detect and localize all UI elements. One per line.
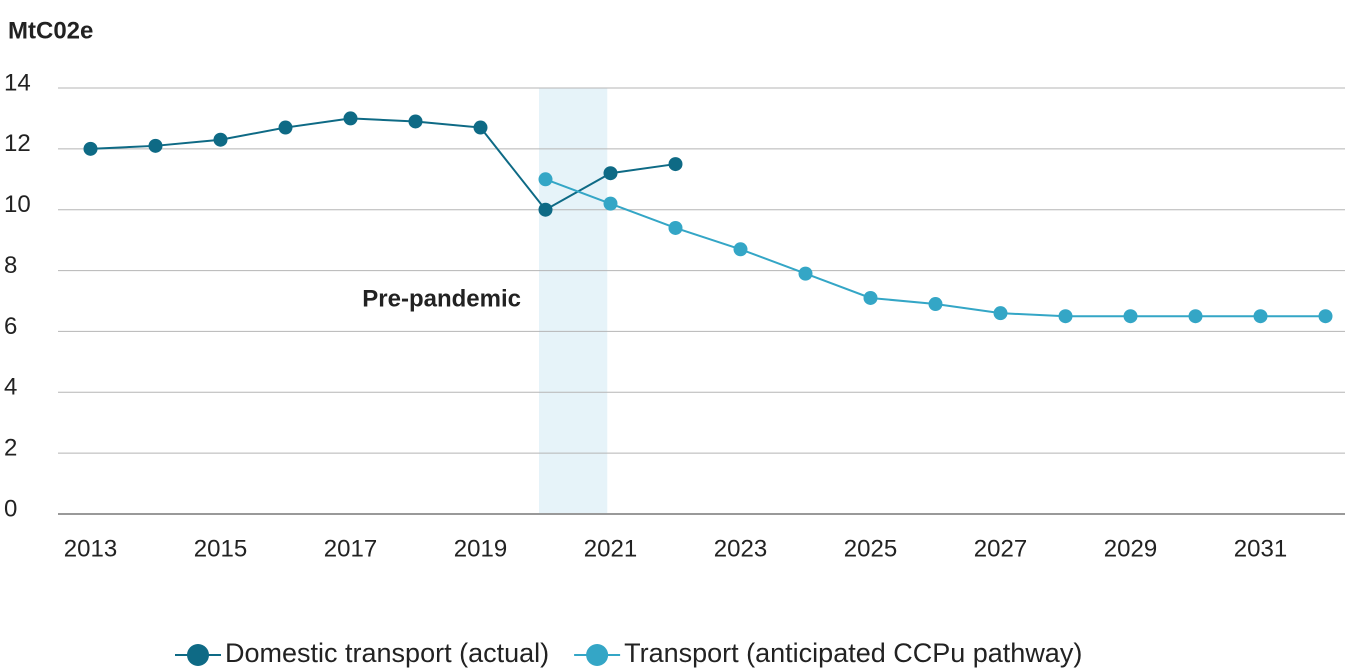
- point: [603, 166, 618, 181]
- point: [343, 111, 358, 126]
- y-tick-label: 14: [4, 69, 31, 96]
- x-tick-label: 2025: [844, 535, 897, 562]
- point: [993, 306, 1008, 321]
- point: [668, 220, 683, 235]
- point: [83, 141, 98, 156]
- legend-label: Domestic transport (actual): [225, 638, 549, 668]
- point: [1123, 309, 1138, 324]
- point: [668, 157, 683, 172]
- x-tick-label: 2015: [194, 535, 247, 562]
- point: [213, 132, 228, 147]
- x-tick-label: 2023: [714, 535, 767, 562]
- point: [1058, 309, 1073, 324]
- legend-label: Transport (anticipated CCPu pathway): [624, 638, 1082, 668]
- y-tick-label: 8: [4, 252, 17, 279]
- y-tick-label: 2: [4, 434, 17, 461]
- point: [538, 202, 553, 217]
- y-tick-label: 6: [4, 313, 17, 340]
- point: [473, 120, 488, 135]
- y-tick-label: 12: [4, 130, 31, 157]
- annotation: Pre-pandemic: [362, 285, 521, 312]
- legend-marker: [187, 644, 209, 666]
- y-tick-label: 10: [4, 191, 31, 218]
- x-tick-label: 2017: [324, 535, 377, 562]
- line: [545, 178, 1326, 318]
- point: [798, 266, 813, 281]
- y-tick-label: 0: [4, 495, 17, 522]
- point: [1253, 309, 1268, 324]
- point: [863, 290, 878, 305]
- x-tick-label: 2027: [974, 535, 1027, 562]
- point: [603, 196, 618, 211]
- x-tick-label: 2029: [1104, 535, 1157, 562]
- point: [733, 242, 748, 257]
- y-axis-label: MtC02e: [8, 17, 93, 44]
- point: [928, 297, 943, 312]
- point: [408, 114, 423, 129]
- point: [1318, 309, 1333, 324]
- legend-marker: [586, 644, 609, 666]
- y-tick-label: 4: [4, 374, 17, 401]
- x-tick-label: 2019: [454, 535, 507, 562]
- legend: Domestic transport (actual) Transport (an…: [175, 638, 1082, 668]
- x-tick-label: 2031: [1234, 535, 1287, 562]
- x-tick-label: 2021: [584, 535, 637, 562]
- point: [148, 138, 163, 153]
- point: [538, 172, 553, 187]
- point: [1188, 309, 1203, 324]
- x-tick-label: 2013: [64, 535, 117, 562]
- point: [278, 120, 293, 135]
- highlight-band: [539, 88, 608, 514]
